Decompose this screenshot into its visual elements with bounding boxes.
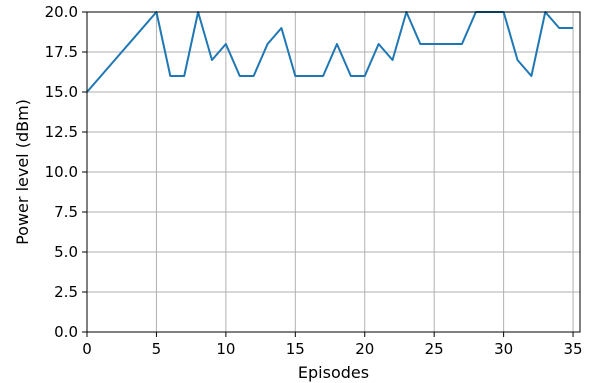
x-tick-label: 30 [494,340,513,358]
x-axis-label: Episodes [298,363,369,382]
y-tick-label: 7.5 [54,203,78,221]
x-tick-label: 35 [564,340,583,358]
x-tick-label: 10 [216,340,235,358]
x-tick-label: 0 [82,340,92,358]
x-tick-label: 20 [355,340,374,358]
y-tick-label: 2.5 [54,283,78,301]
x-tick-label: 5 [152,340,162,358]
x-tick-label: 25 [425,340,444,358]
y-tick-label: 5.0 [54,243,78,261]
x-tick-label: 15 [286,340,305,358]
y-tick-label: 0.0 [54,323,78,341]
y-tick-label: 17.5 [45,43,78,61]
y-tick-label: 20.0 [45,3,78,21]
grid [86,11,580,333]
y-axis-label: Power level (dBm) [13,99,32,245]
y-tick-label: 12.5 [45,123,78,141]
y-tick-label: 10.0 [45,163,78,181]
ticks: 0 5 10 15 20 25 30 35 0.0 2.5 5.0 7.5 10.0 12.5 15.0 17… [45,3,583,358]
y-tick-label: 15.0 [45,83,78,101]
